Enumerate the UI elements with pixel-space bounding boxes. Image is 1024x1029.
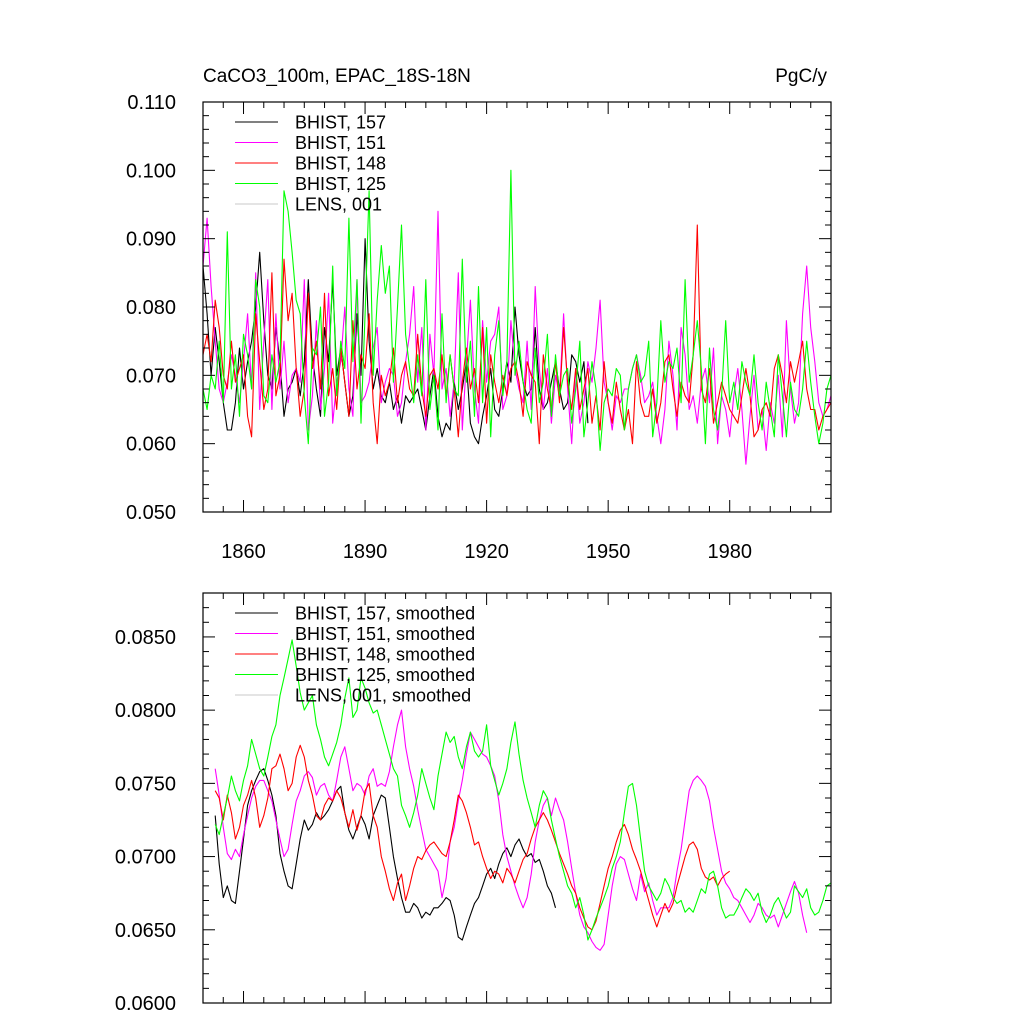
legend-label: BHIST, 125, smoothed xyxy=(295,665,475,685)
legend-label: BHIST, 157 xyxy=(295,113,386,133)
y-tick-label: 0.0850 xyxy=(115,627,176,649)
legend-label: LENS, 001, smoothed xyxy=(295,686,471,706)
series-lines xyxy=(214,639,831,951)
series-lines xyxy=(203,169,831,465)
legend-label: LENS, 001 xyxy=(295,195,382,215)
x-tick-label: 1890 xyxy=(343,541,388,563)
series-line-1 xyxy=(214,768,557,941)
x-tick-label: 1920 xyxy=(464,541,509,563)
series-line-4 xyxy=(214,639,831,941)
series-line-2 xyxy=(214,709,808,951)
y-tick-label: 0.050 xyxy=(126,502,176,524)
y-tick-label: 0.090 xyxy=(126,229,176,251)
y-tick-label: 0.0650 xyxy=(115,920,176,942)
legend-label: BHIST, 148 xyxy=(295,154,386,174)
legend-label: BHIST, 125 xyxy=(295,174,386,194)
y-tick-label: 0.0800 xyxy=(115,700,176,722)
x-tick-label: 1950 xyxy=(586,541,631,563)
series-line-2 xyxy=(203,210,831,465)
series-line-3 xyxy=(203,224,831,445)
units-label: PgC/y xyxy=(775,66,827,87)
y-tick-label: 0.080 xyxy=(126,297,176,319)
chart-panel-1: 1860 1890 1920 1950 1980 0.050 0.060 0.070 0.080… xyxy=(126,66,832,563)
x-tick-label: 1980 xyxy=(707,541,752,563)
y-tick-label: 0.0700 xyxy=(115,847,176,869)
series-line-4 xyxy=(203,169,831,452)
legend-label: BHIST, 151 xyxy=(295,133,386,153)
y-tick-label: 0.0750 xyxy=(115,773,176,795)
legend-label: BHIST, 157, smoothed xyxy=(295,604,475,624)
chart-panel-2: 0.0600 0.0650 0.0700 0.0750 0.0800 0.0850 BHIS… xyxy=(115,592,832,1015)
y-tick-label: 0.110 xyxy=(127,92,176,114)
legend-label: BHIST, 151, smoothed xyxy=(295,624,475,644)
series-line-3 xyxy=(214,744,731,931)
x-tick-label: 1860 xyxy=(221,541,266,563)
y-tick-label: 0.0600 xyxy=(115,993,176,1015)
y-tick-label: 0.070 xyxy=(126,365,176,387)
y-tick-label: 0.060 xyxy=(126,434,176,456)
y-tick-label: 0.100 xyxy=(126,160,176,182)
chart-title: CaCO3_100m, EPAC_18S-18N xyxy=(203,66,471,87)
legend-label: BHIST, 148, smoothed xyxy=(295,645,475,665)
